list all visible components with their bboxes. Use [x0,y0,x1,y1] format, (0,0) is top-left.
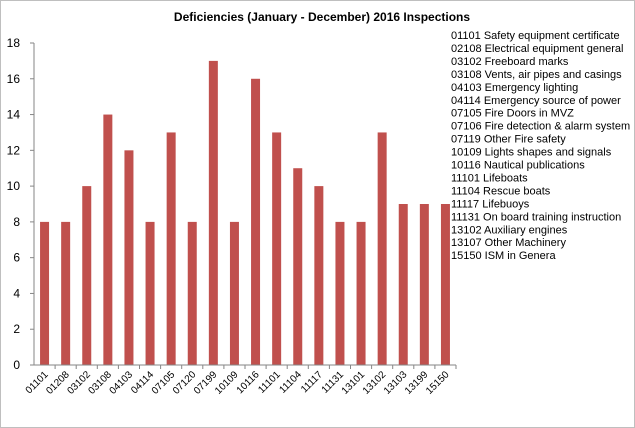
legend-entry: 11104 Rescue boats [451,185,551,197]
bar-13199 [419,204,429,365]
x-tick-label: 11101 [256,369,283,396]
bar-10116 [251,78,261,366]
y-tick-label: 18 [7,36,21,50]
bars [40,60,450,366]
legend-entry: 07105 Fire Doors in MVZ [451,108,574,120]
bar-07105 [166,132,176,365]
bar-13102 [377,132,387,365]
x-tick-label: 04103 [108,369,136,397]
y-tick-label: 12 [7,143,21,157]
y-tick-label: 10 [7,179,21,193]
x-tick-label: 11104 [277,369,304,396]
bar-11101 [272,132,282,365]
x-axis: 0110101208031020310804103041140710507120… [24,364,457,397]
bar-07120 [187,221,197,365]
bar-01208 [61,221,71,365]
legend-entry: 01101 Safety equipment certificate [451,30,620,42]
x-tick-label: 11117 [299,369,325,395]
legend-entry: 11117 Lifebuoys [451,198,530,210]
bar-11104 [293,168,303,365]
legend-entry: 13107 Other Machinery [451,237,566,249]
y-tick-label: 6 [13,251,20,265]
legend: 01101 Safety equipment certificate02108 … [451,30,630,262]
legend-entry: 11131 On board training instruction [451,211,621,223]
legend-entry: 15150 ISM in Genera [451,250,556,262]
legend-entry: 07119 Other Fire safety [451,134,566,146]
legend-entry: 02108 Electrical equipment general [451,43,623,55]
legend-entry: 11101 Lifeboats [451,172,528,184]
legend-entry: 04103 Emergency lighting [451,82,578,94]
bar-13101 [356,221,366,365]
bar-01101 [40,221,50,365]
legend-entry: 10109 Lights shapes and signals [451,147,612,159]
bar-11117 [314,186,324,365]
legend-entry: 03108 Vents, air pipes and casings [451,69,622,81]
bar-13103 [398,204,408,365]
legend-entry: 03102 Freeboard marks [451,56,569,68]
bar-04114 [145,221,155,365]
legend-entry: 13102 Auxiliary engines [451,224,568,236]
legend-entry: 04114 Emergency source of power [451,95,621,107]
bar-07199 [208,60,218,366]
y-tick-label: 0 [13,358,20,372]
x-tick-label: 10116 [235,369,262,396]
bar-04103 [124,150,134,365]
chart-title: Deficiencies (January - December) 2016 I… [174,10,470,24]
bar-03102 [82,186,92,365]
y-tick-label: 8 [13,215,20,229]
bar-03108 [103,114,113,365]
y-tick-label: 14 [7,108,21,122]
bar-15150 [440,204,450,365]
legend-entry: 07106 Fire detection & alarm system [451,121,630,133]
bar-11131 [335,221,345,365]
x-tick-label: 15150 [424,369,452,397]
y-tick-label: 16 [7,72,21,86]
y-tick-label: 4 [13,286,20,300]
x-tick-label: 10109 [213,369,241,397]
legend-entry: 10116 Nautical publications [451,160,585,172]
bar-10109 [229,221,239,365]
y-axis: 0 2 4 6 8 10 12 14 16 18 [7,36,35,372]
y-tick-label: 2 [13,322,20,336]
